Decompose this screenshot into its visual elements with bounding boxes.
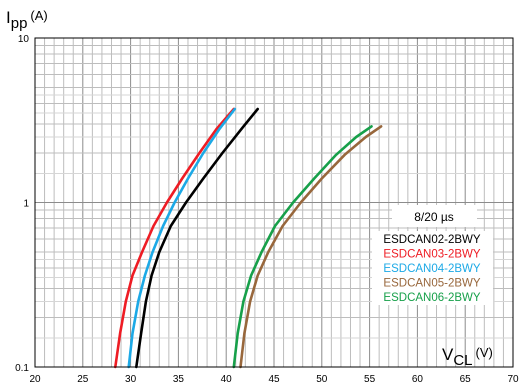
legend: 8/20 µs ESDCAN02-2BWYESDCAN03-2BWYESDCAN… — [372, 205, 493, 305]
y-tick-label: 10 — [18, 34, 30, 45]
legend-title: 8/20 µs — [414, 210, 454, 224]
y-axis-label-unit: (A) — [30, 8, 47, 23]
x-tick-label: 35 — [173, 374, 185, 385]
x-tick-label: 20 — [29, 374, 41, 385]
series-line-esdcan02-2bwy — [135, 107, 260, 369]
series-line-esdcan04-2bwy — [127, 107, 237, 369]
y-tick-label: 1 — [23, 199, 29, 210]
series-line-esdcan05-2bwy — [239, 125, 383, 369]
x-axis-label-unit: (V) — [476, 345, 493, 360]
legend-item-esdcan03-2bwy: ESDCAN03-2BWY — [383, 249, 480, 261]
legend-item-esdcan05-2bwy: ESDCAN05-2BWY — [383, 278, 480, 290]
y-tick-labels: 10 1 0.1 — [15, 34, 29, 374]
x-tick-label: 45 — [268, 374, 280, 385]
x-tick-label: 25 — [77, 374, 89, 385]
x-axis-label-main: V — [442, 345, 454, 364]
x-tick-label: 50 — [316, 374, 328, 385]
series-line-esdcan03-2bwy — [114, 107, 236, 369]
grid — [35, 38, 513, 367]
x-tick-label: 70 — [507, 374, 519, 385]
y-axis-label-main: I — [6, 8, 11, 27]
legend-item-esdcan04-2bwy: ESDCAN04-2BWY — [383, 263, 480, 275]
x-tick-labels: 20 25 30 35 40 45 50 55 60 65 70 — [29, 374, 519, 385]
legend-item-esdcan02-2bwy: ESDCAN02-2BWY — [383, 234, 480, 246]
y-tick-label: 0.1 — [15, 363, 29, 374]
legend-items: ESDCAN02-2BWY ESDCAN03-2BWY ESDCAN04-2BWY E… — [383, 234, 480, 304]
x-tick-label: 60 — [412, 374, 424, 385]
x-axis-label: VCL (V) — [442, 345, 493, 369]
x-tick-label: 65 — [460, 374, 472, 385]
series-group — [114, 107, 383, 369]
legend-title-box — [392, 205, 477, 227]
y-axis-label: Ipp (A) — [6, 8, 48, 32]
legend-box — [372, 231, 493, 305]
series-line-esdcan06-2bwy — [232, 125, 373, 369]
plot-frame — [34, 37, 514, 368]
legend-item-esdcan06-2bwy: ESDCAN06-2BWY — [383, 292, 480, 304]
x-tick-label: 55 — [364, 374, 376, 385]
y-axis-label-sub: pp — [11, 15, 28, 32]
x-axis-label-sub: CL — [453, 352, 472, 369]
x-tick-label: 40 — [221, 374, 233, 385]
x-tick-label: 30 — [125, 374, 137, 385]
